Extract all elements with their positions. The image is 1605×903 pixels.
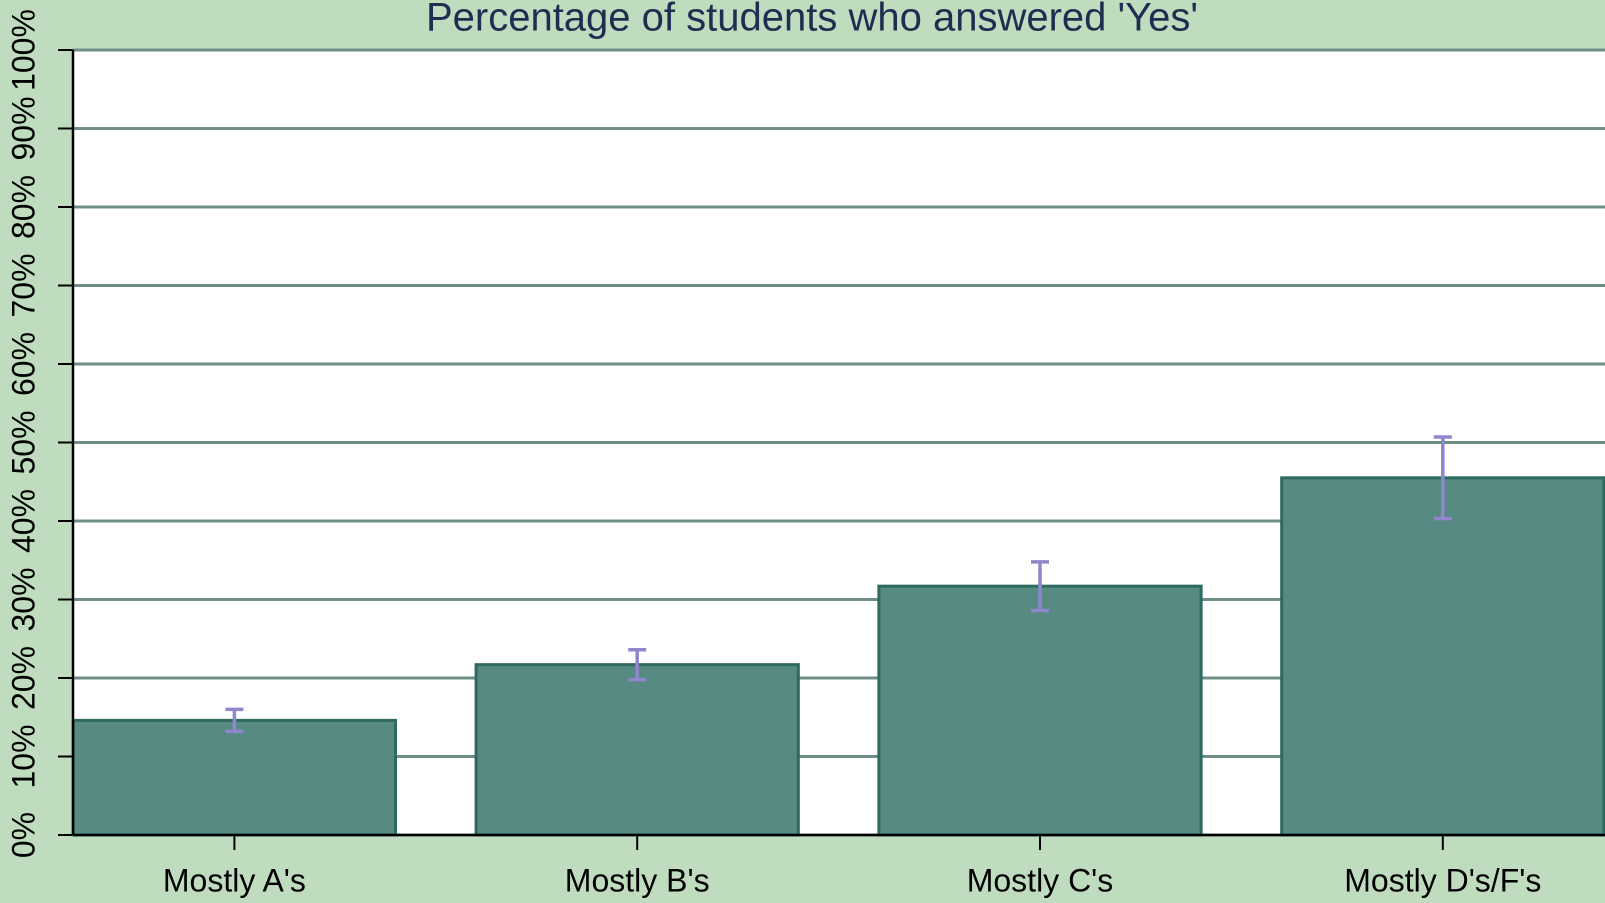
y-tick-label: 70% — [5, 253, 41, 317]
error-bar — [225, 707, 244, 734]
bar — [877, 584, 1203, 837]
x-tick-label: Mostly D's/F's — [1344, 862, 1541, 898]
bar — [1280, 476, 1605, 837]
y-tick-label: 0% — [5, 812, 41, 858]
y-tick-label: 20% — [5, 646, 41, 710]
y-tick-label: 10% — [5, 724, 41, 788]
x-tick-label: Mostly C's — [967, 862, 1114, 898]
x-tick-label: Mostly A's — [163, 862, 306, 898]
y-tick-label: 60% — [5, 332, 41, 396]
error-bar — [1433, 435, 1452, 521]
y-tick-label: 50% — [5, 410, 41, 474]
y-tick-label: 90% — [5, 96, 41, 160]
y-tick-label: 40% — [5, 489, 41, 553]
y-tick-label: 30% — [5, 567, 41, 631]
x-tick-label: Mostly B's — [565, 862, 710, 898]
y-tick-label: 80% — [5, 175, 41, 239]
y-tick-label: 100% — [5, 9, 41, 91]
error-bar — [1031, 560, 1049, 613]
chart-title: Percentage of students who answered 'Yes… — [426, 0, 1198, 40]
bar — [474, 663, 800, 837]
bar — [71, 718, 398, 837]
error-bar — [628, 647, 647, 682]
